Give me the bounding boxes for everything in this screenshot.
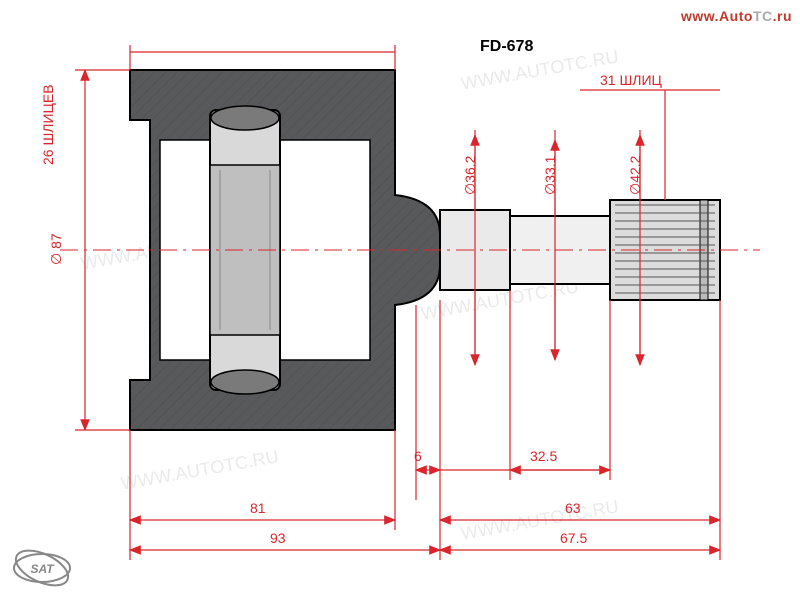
dim-67-label: 67.5 [560, 530, 587, 546]
dim-93-label: 93 [270, 530, 286, 546]
dim-63-label: 63 [565, 500, 581, 516]
gap-6-label: 6 [414, 448, 422, 464]
diameter-42-label: ∅42.2 [627, 156, 644, 195]
part-number-label: FD-678 [480, 38, 533, 56]
spline-count-right-label: 31 ШЛИЦ [600, 72, 662, 88]
logo-main: www.Auto [681, 8, 753, 24]
len-32-label: 32.5 [530, 448, 557, 464]
brand-logo-icon: SAT [12, 548, 72, 588]
logo-suffix: .ru [773, 8, 792, 24]
site-logo: www.AutoTC.ru [681, 8, 792, 24]
diameter-33-label: ∅33.1 [542, 156, 559, 195]
diameter-87-label: ∅ 87 [48, 233, 65, 265]
dim-81-label: 81 [250, 500, 266, 516]
spline-count-left-label: 26 ШЛИЦЕВ [40, 84, 56, 165]
svg-text:SAT: SAT [30, 562, 55, 576]
logo-accent: TC [753, 8, 773, 24]
technical-drawing [0, 0, 800, 600]
diameter-36-label: ∅36.2 [462, 156, 479, 195]
